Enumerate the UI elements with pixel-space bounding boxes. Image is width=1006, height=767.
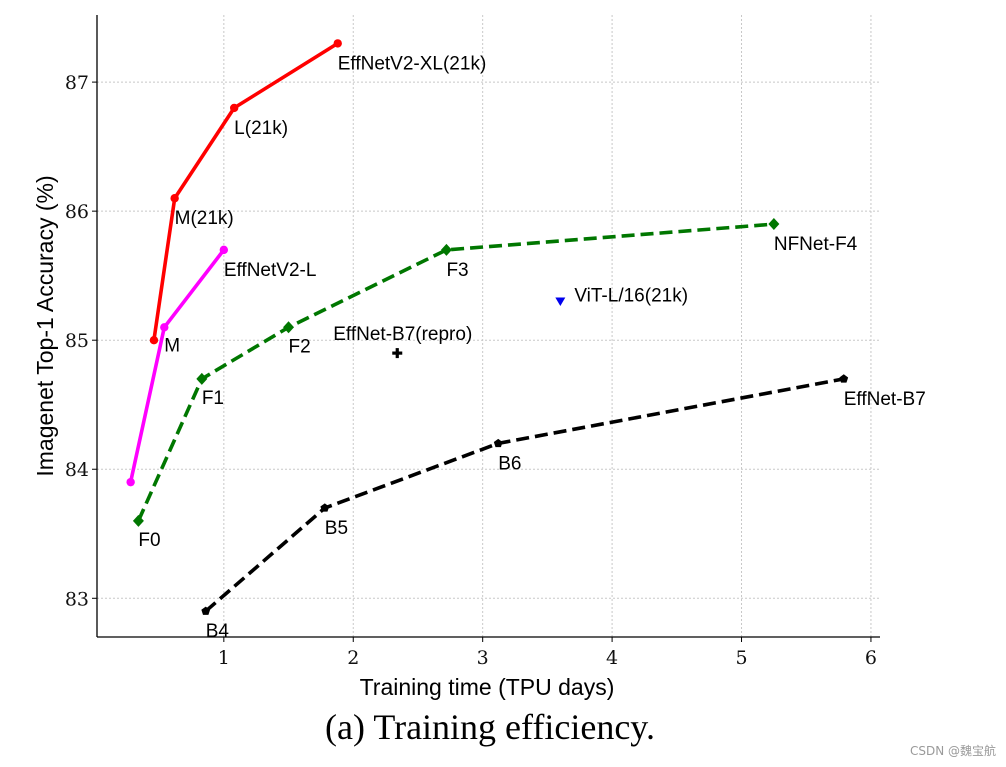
- data-point: [219, 245, 229, 255]
- point-labels: M(21k) L(21k) EffNetV2-XL(21k) M EffNetV2-L F…: [138, 53, 925, 642]
- y-tick-label: 87: [65, 72, 89, 94]
- point-label: M: [164, 335, 180, 356]
- data-point: [839, 374, 849, 383]
- point-label: M(21k): [175, 208, 234, 229]
- point-label: F1: [202, 388, 224, 409]
- series-line: [204, 377, 845, 613]
- data-point: [132, 514, 144, 527]
- x-tick-label: 1: [218, 647, 230, 669]
- figure-caption: (a) Training efficiency.: [325, 707, 655, 747]
- data-point: [320, 503, 330, 512]
- data-point: [392, 348, 403, 359]
- point-label: L(21k): [234, 118, 288, 139]
- point-label: ViT-L/16(21k): [574, 285, 688, 306]
- point-label: F3: [446, 260, 468, 281]
- x-tick-label: 6: [865, 647, 877, 669]
- data-point: [440, 243, 452, 256]
- watermark: CSDN @魏宝航: [909, 744, 996, 758]
- series-vit: [555, 297, 566, 306]
- x-tick-label: 4: [606, 647, 618, 669]
- data-point: [196, 372, 208, 385]
- point-label: F2: [289, 336, 311, 357]
- point-label: B4: [206, 621, 230, 642]
- grid-lines: [97, 15, 880, 637]
- data-point: [201, 606, 211, 615]
- y-tick-label: 85: [65, 330, 89, 352]
- data-point: [160, 323, 169, 332]
- series-effnetv2: [126, 245, 229, 487]
- series-effnetv2-21k: [149, 39, 342, 345]
- axes: [96, 15, 880, 638]
- data-point: [283, 321, 295, 334]
- y-axis-label: Imagenet Top-1 Accuracy (%): [32, 175, 58, 476]
- data-point: [493, 438, 503, 448]
- y-tick-label: 86: [65, 201, 89, 223]
- y-tick-label: 83: [65, 588, 89, 610]
- data-point: [555, 297, 566, 306]
- point-label: B6: [498, 453, 521, 474]
- x-tick-label: 3: [477, 647, 489, 669]
- series-line: [128, 248, 226, 483]
- data-point: [229, 103, 239, 113]
- y-tick-label: 84: [65, 459, 89, 481]
- point-label: EffNetV2-L: [224, 260, 317, 281]
- data-point: [149, 335, 159, 345]
- data-point: [126, 477, 135, 487]
- series-group: [126, 39, 849, 615]
- data-point: [333, 39, 342, 48]
- series-line: [152, 41, 339, 341]
- point-label: F0: [138, 530, 160, 551]
- point-label: NFNet-F4: [774, 234, 858, 255]
- data-point: [768, 218, 780, 231]
- series-efficientnet: [201, 374, 849, 615]
- point-label: B5: [325, 518, 348, 539]
- x-tick-label: 2: [347, 647, 359, 669]
- tick-labels: 1 2 3 4 5 6 83 84 85 86 87: [65, 72, 877, 669]
- series-effnet-b7-repro: [392, 348, 403, 359]
- plus-bar-v: [395, 348, 399, 359]
- x-axis-label: Training time (TPU days): [360, 674, 615, 700]
- x-tick-label: 5: [735, 647, 747, 669]
- point-label: EffNet-B7(repro): [333, 324, 472, 345]
- data-point: [170, 194, 179, 203]
- point-label: EffNetV2-XL(21k): [338, 53, 487, 74]
- series-nfnet: [132, 218, 780, 527]
- point-label: EffNet-B7: [844, 389, 926, 410]
